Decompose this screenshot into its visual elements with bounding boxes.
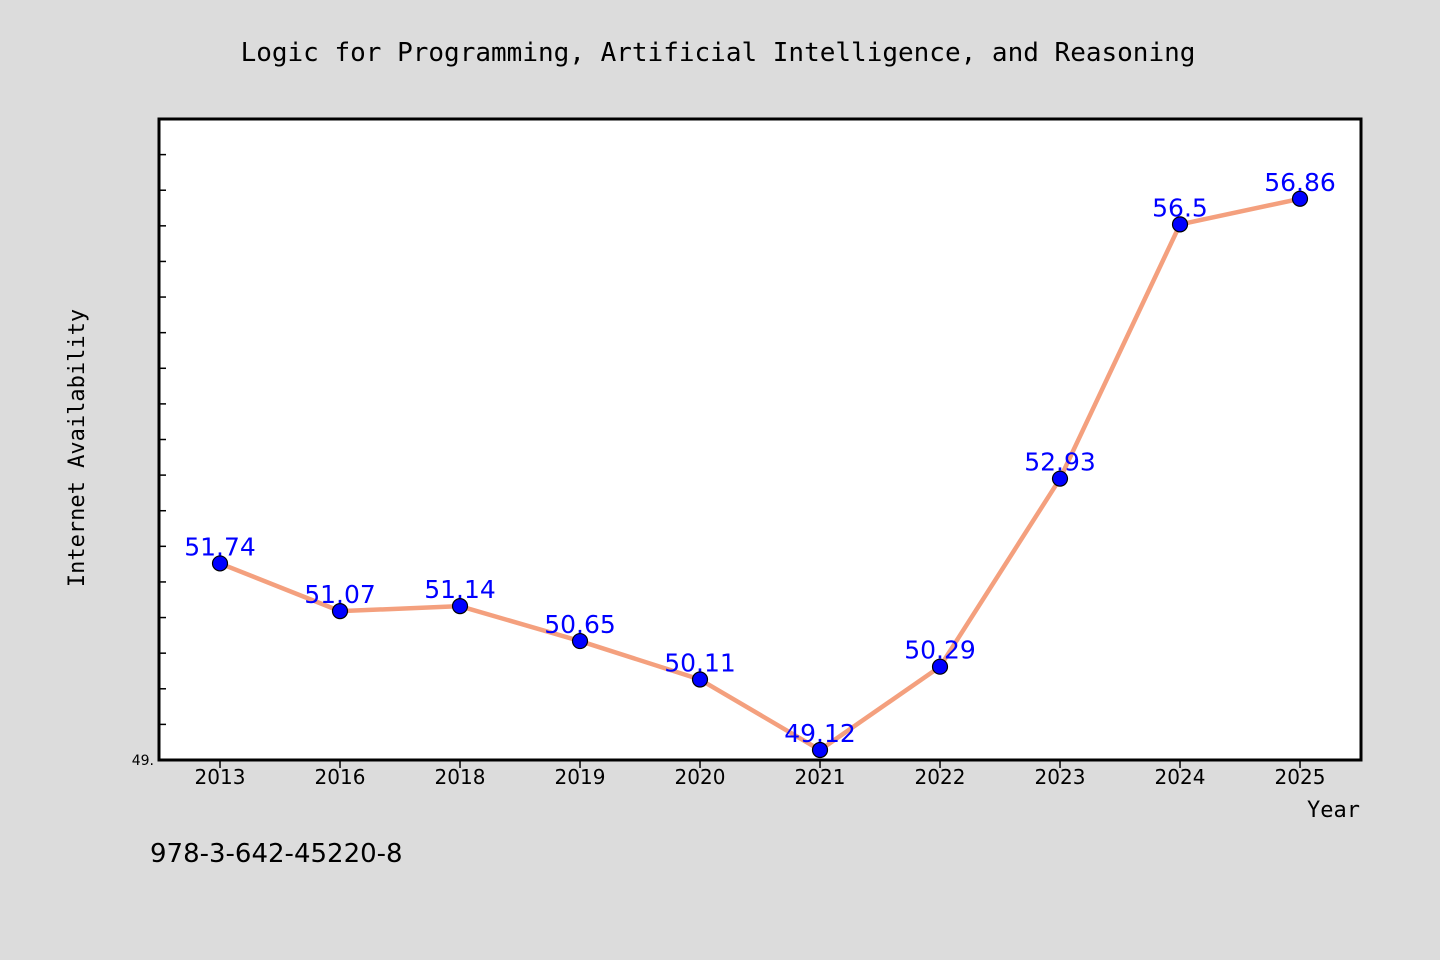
x-axis-label: Year <box>1307 798 1360 823</box>
data-point <box>451 598 469 615</box>
chart-title: Logic for Programming, Artificial Intell… <box>241 38 1196 68</box>
data-labels: 51.74 51.07 51.14 50.65 50.11 49.12 50.29 52.93… <box>184 168 1336 748</box>
x-tick-label: 2023 <box>1035 765 1086 789</box>
y-tick-label: 49. <box>132 753 154 769</box>
isbn-text: 978-3-642-45220-8 <box>150 839 403 869</box>
data-point <box>1291 190 1309 207</box>
data-label: 50.65 <box>544 610 616 639</box>
data-label: 50.11 <box>664 649 736 678</box>
data-label: 50.29 <box>904 636 976 665</box>
data-point <box>811 741 829 759</box>
data-point <box>571 632 589 650</box>
data-point <box>1051 470 1069 487</box>
data-points <box>211 190 1309 759</box>
data-label: 51.14 <box>424 575 496 604</box>
x-tick-label: 2016 <box>315 765 366 789</box>
data-label: 49.12 <box>784 719 856 748</box>
plot-area <box>157 117 1363 762</box>
y-axis-ticks <box>159 153 166 726</box>
data-point <box>331 603 349 620</box>
series-line <box>217 196 1303 753</box>
x-tick-label: 2025 <box>1275 765 1326 789</box>
x-axis-ticks: 2013 2016 2018 2019 2020 2021 2022 2023 2024 2025 <box>195 760 1326 789</box>
data-label: 56.86 <box>1264 168 1336 197</box>
x-tick-label: 2020 <box>675 765 726 789</box>
data-point <box>931 658 949 675</box>
y-axis-label: Internet Availability <box>65 309 90 587</box>
data-point <box>691 671 709 688</box>
x-tick-label: 2018 <box>435 765 486 789</box>
data-label: 51.07 <box>304 580 376 609</box>
x-tick-label: 2021 <box>795 765 846 789</box>
x-tick-label: 2019 <box>555 765 606 789</box>
data-label: 56.5 <box>1152 193 1208 222</box>
x-tick-label: 2022 <box>915 765 966 789</box>
data-label: 51.74 <box>184 532 256 561</box>
data-point <box>211 555 229 572</box>
x-tick-label: 2024 <box>1155 765 1206 789</box>
x-tick-label: 2013 <box>195 765 246 789</box>
data-label: 52.93 <box>1024 448 1096 477</box>
data-point <box>1171 216 1189 233</box>
